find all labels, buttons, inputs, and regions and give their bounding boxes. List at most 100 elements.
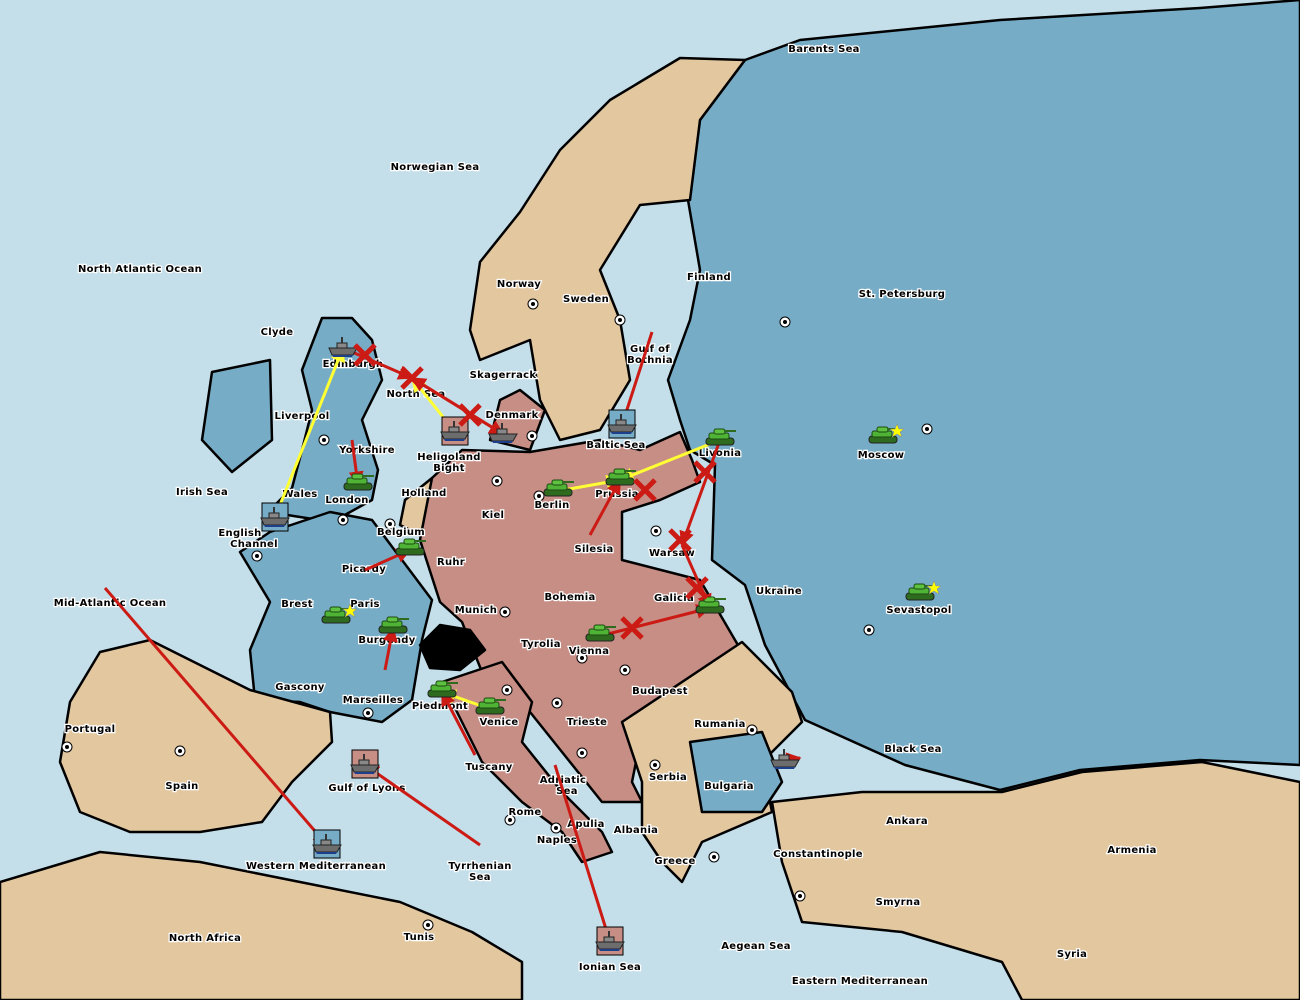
territory-switzerland[interactable] [418,623,487,672]
label-bohemia[interactable]: Bohemia [543,591,596,605]
label-wales[interactable]: Wales [281,488,318,502]
label-eastern-mediterranean[interactable]: Eastern Mediterranean [791,975,929,989]
label-armenia[interactable]: Armenia [1106,844,1157,858]
label-western-mediterranean[interactable]: Western Mediterranean [245,860,387,874]
label-serbia[interactable]: Serbia [648,771,688,785]
label-yorkshire[interactable]: Yorkshire [337,444,396,458]
territory-russia[interactable] [666,0,1300,792]
label-gulf-of-lyons[interactable]: Gulf of Lyons [327,782,407,796]
label-aegean-sea[interactable]: Aegean Sea [720,940,792,954]
fleet-unit-baltic-sea[interactable] [607,409,637,439]
army-unit-london[interactable] [343,473,374,491]
army-unit-sevastopol[interactable] [905,580,942,601]
label-munich[interactable]: Munich [454,604,499,618]
label-venice[interactable]: Venice [478,716,519,730]
label-bulgaria[interactable]: Bulgaria [703,780,755,794]
territory-ireland[interactable] [200,358,274,474]
label-liverpool[interactable]: Liverpool [273,410,330,424]
army-unit-moscow[interactable] [868,423,905,444]
label-belgium[interactable]: Belgium [376,526,426,540]
territory-iberia[interactable] [58,638,334,834]
army-unit-paris[interactable] [321,603,358,624]
label-spain[interactable]: Spain [164,780,199,794]
label-piedmont[interactable]: Piedmont [411,700,469,714]
label-marseilles[interactable]: Marseilles [342,694,405,708]
label-silesia[interactable]: Silesia [573,543,614,557]
label-paris[interactable]: Paris [349,598,381,612]
label-gascony[interactable]: Gascony [274,681,326,695]
label-sevastopol[interactable]: Sevastopol [885,604,953,618]
tank-icon [695,596,726,614]
label-greece[interactable]: Greece [653,855,696,869]
label-prussia[interactable]: Prussia [594,488,640,502]
label-naples[interactable]: Naples [536,834,578,848]
fleet-unit-western-mediterranean[interactable] [312,829,342,859]
label-vienna[interactable]: Vienna [567,645,610,659]
territory-scandinavia[interactable] [468,56,747,442]
label-st-petersburg[interactable]: St. Petersburg [858,288,947,302]
fleet-unit-ionian-sea[interactable] [595,926,625,956]
army-unit-livonia[interactable] [705,428,736,446]
label-tyrolia[interactable]: Tyrolia [520,638,562,652]
label-rome[interactable]: Rome [507,806,542,820]
label-trieste[interactable]: Trieste [566,716,609,730]
label-picardy[interactable]: Picardy [341,563,388,577]
army-unit-vienna[interactable] [585,624,616,642]
label-smyrna[interactable]: Smyrna [874,896,921,910]
label-budapest[interactable]: Budapest [631,685,689,699]
label-baltic-sea[interactable]: Baltic Sea [585,439,646,453]
label-clyde[interactable]: Clyde [259,326,294,340]
label-norway[interactable]: Norway [496,278,543,292]
label-ionian-sea[interactable]: Ionian Sea [578,961,642,975]
label-sweden[interactable]: Sweden [562,293,610,307]
fleet-unit-edinburgh[interactable] [328,337,358,357]
label-kiel[interactable]: Kiel [480,509,505,523]
label-brest[interactable]: Brest [280,598,314,612]
label-black-sea[interactable]: Black Sea [883,743,942,757]
army-unit-prussia[interactable] [605,468,636,486]
label-london[interactable]: London [324,494,370,508]
label-denmark[interactable]: Denmark [484,409,539,423]
army-unit-galicia[interactable] [695,596,726,614]
army-unit-belgium[interactable] [395,538,426,556]
label-moscow[interactable]: Moscow [856,449,905,463]
label-constantinople[interactable]: Constantinople [772,848,864,862]
label-berlin[interactable]: Berlin [533,499,570,513]
label-holland[interactable]: Holland [400,487,447,501]
fleet-unit-black-sea[interactable] [770,749,800,769]
label-portugal[interactable]: Portugal [63,723,116,737]
territory-turkey[interactable] [770,760,1300,1000]
label-tyrrhenian-sea[interactable]: Tyrrhenian Sea [447,860,513,885]
label-albania[interactable]: Albania [613,824,660,838]
label-ankara[interactable]: Ankara [885,815,929,829]
label-mid-atlantic-ocean[interactable]: Mid-Atlantic Ocean [52,597,167,611]
army-unit-burgundy[interactable] [378,616,409,634]
fleet-unit-gulf-of-lyons[interactable] [350,749,380,779]
label-rumania[interactable]: Rumania [693,718,747,732]
label-tuscany[interactable]: Tuscany [464,761,514,775]
label-north-atlantic-ocean[interactable]: North Atlantic Ocean [77,263,203,277]
fleet-unit-denmark[interactable] [488,423,518,443]
label-finland[interactable]: Finland [686,271,732,285]
label-syria[interactable]: Syria [1056,948,1089,962]
label-gulf-of-bothnia[interactable]: Gulf of Bothnia [626,343,674,368]
label-livonia[interactable]: Livonia [697,447,742,461]
army-unit-piedmont[interactable] [427,680,458,698]
fleet-unit-english-channel[interactable] [260,502,290,532]
army-unit-berlin[interactable] [543,479,574,497]
label-ukraine[interactable]: Ukraine [755,585,803,599]
label-tunis[interactable]: Tunis [402,931,435,945]
label-irish-sea[interactable]: Irish Sea [175,486,229,500]
label-galicia[interactable]: Galicia [653,592,695,606]
label-burgundy[interactable]: Burgundy [357,634,417,648]
label-heligoland-bight[interactable]: Heligoland Bight [416,451,482,476]
label-north-africa[interactable]: North Africa [168,932,242,946]
label-english-channel[interactable]: English Channel [217,527,279,552]
territory-africa[interactable] [0,850,524,1000]
army-unit-venice[interactable] [475,697,506,715]
label-skagerrack[interactable]: Skagerrack [468,369,537,383]
label-barents-sea[interactable]: Barents Sea [787,43,861,57]
label-ruhr[interactable]: Ruhr [436,556,466,570]
label-norwegian-sea[interactable]: Norwegian Sea [389,161,480,175]
